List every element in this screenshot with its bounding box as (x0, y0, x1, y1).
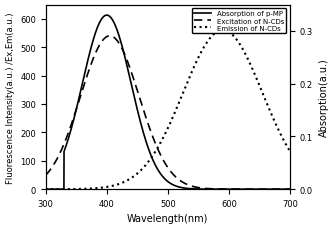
Line: Excitation of N-CDs: Excitation of N-CDs (46, 37, 290, 189)
Excitation of N-CDs (44, 174, 48, 177)
Absorption of p-MP (105, 15, 109, 17)
Absorption of p-MP (44, 188, 48, 191)
Emission of N-CDs (44, 188, 48, 191)
Excitation of N-CDs (288, 188, 292, 191)
Absorption of p-MP (288, 188, 292, 191)
Emission of N-CDs (236, 41, 240, 44)
Emission of N-CDs (56, 188, 60, 191)
Emission of N-CDs (281, 138, 285, 141)
Absorption of p-MP (163, 177, 167, 180)
Line: Emission of N-CDs: Emission of N-CDs (46, 31, 290, 189)
Absorption of p-MP (156, 169, 160, 172)
Excitation of N-CDs (281, 188, 285, 191)
Emission of N-CDs (288, 150, 292, 153)
Absorption of p-MP (56, 188, 60, 191)
Absorption of p-MP (281, 188, 285, 191)
Emission of N-CDs (162, 134, 166, 137)
X-axis label: Wavelength(nm): Wavelength(nm) (127, 213, 208, 224)
Y-axis label: Fluorescence Intensity(a.u.) /Ex,Em(a.u.): Fluorescence Intensity(a.u.) /Ex,Em(a.u.… (6, 12, 15, 183)
Absorption of p-MP (281, 188, 285, 191)
Excitation of N-CDs (281, 188, 285, 191)
Excitation of N-CDs (156, 149, 160, 151)
Emission of N-CDs (156, 146, 160, 149)
Emission of N-CDs (221, 30, 225, 32)
Emission of N-CDs (281, 138, 285, 140)
Excitation of N-CDs (108, 35, 112, 38)
Line: Absorption of p-MP: Absorption of p-MP (46, 16, 290, 189)
Absorption of p-MP (236, 188, 240, 191)
Legend: Absorption of p-MP, Excitation of N-CDs, Emission of N-CDs: Absorption of p-MP, Excitation of N-CDs,… (192, 9, 287, 34)
Y-axis label: Absorption(a.u.): Absorption(a.u.) (318, 58, 328, 137)
Excitation of N-CDs (56, 156, 60, 158)
Excitation of N-CDs (163, 161, 167, 164)
Excitation of N-CDs (236, 188, 240, 191)
